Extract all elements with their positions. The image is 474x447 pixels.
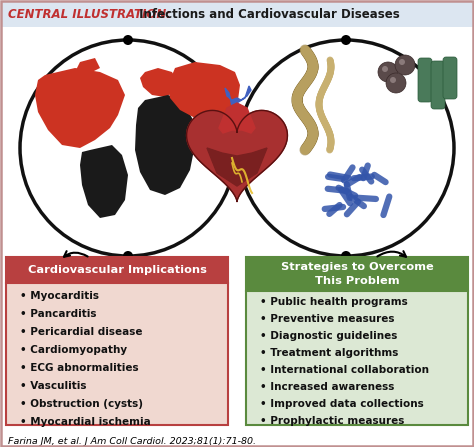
- FancyBboxPatch shape: [246, 257, 468, 291]
- Text: • International collaboration: • International collaboration: [260, 365, 429, 375]
- Polygon shape: [35, 68, 125, 148]
- Text: Cardiovascular Implications: Cardiovascular Implications: [27, 265, 207, 275]
- Text: • Treatment algorithms: • Treatment algorithms: [260, 348, 398, 358]
- Text: • Myocarditis: • Myocarditis: [20, 291, 99, 301]
- FancyBboxPatch shape: [431, 61, 445, 109]
- Polygon shape: [202, 143, 238, 172]
- FancyBboxPatch shape: [6, 257, 228, 283]
- Text: • Pancarditis: • Pancarditis: [20, 309, 97, 319]
- FancyBboxPatch shape: [246, 291, 468, 425]
- Circle shape: [382, 66, 388, 72]
- Text: • Pericardial disease: • Pericardial disease: [20, 327, 143, 337]
- Text: Farina JM, et al. J Am Coll Cardiol. 2023;81(1):71-80.: Farina JM, et al. J Am Coll Cardiol. 202…: [8, 437, 256, 446]
- Circle shape: [395, 55, 415, 75]
- Text: CENTRAL ILLUSTRATION:: CENTRAL ILLUSTRATION:: [8, 8, 171, 21]
- Text: • Improved data collections: • Improved data collections: [260, 399, 424, 409]
- FancyBboxPatch shape: [1, 1, 473, 27]
- Polygon shape: [187, 110, 287, 202]
- Text: • Increased awareness: • Increased awareness: [260, 382, 394, 392]
- Text: Strategies to Overcome
This Problem: Strategies to Overcome This Problem: [281, 262, 433, 286]
- Circle shape: [390, 77, 396, 83]
- Polygon shape: [225, 86, 251, 106]
- Text: Infections and Cardiovascular Diseases: Infections and Cardiovascular Diseases: [135, 8, 400, 21]
- Circle shape: [386, 73, 406, 93]
- Text: • Diagnostic guidelines: • Diagnostic guidelines: [260, 331, 397, 341]
- Circle shape: [123, 251, 133, 261]
- Circle shape: [123, 35, 133, 45]
- Text: • Myocardial ischemia: • Myocardial ischemia: [20, 417, 151, 427]
- Polygon shape: [168, 62, 240, 118]
- Text: • Prophylactic measures: • Prophylactic measures: [260, 416, 404, 426]
- Polygon shape: [140, 68, 178, 97]
- Circle shape: [238, 40, 454, 256]
- Circle shape: [341, 35, 351, 45]
- Text: • Cardiomyopathy: • Cardiomyopathy: [20, 345, 127, 355]
- Circle shape: [341, 251, 351, 261]
- Text: • Vasculitis: • Vasculitis: [20, 381, 86, 391]
- FancyBboxPatch shape: [418, 58, 432, 102]
- Polygon shape: [219, 103, 255, 133]
- Circle shape: [399, 59, 405, 65]
- Text: • Preventive measures: • Preventive measures: [260, 314, 394, 324]
- FancyBboxPatch shape: [6, 283, 228, 425]
- FancyBboxPatch shape: [443, 57, 457, 99]
- Text: • Public health programs: • Public health programs: [260, 297, 408, 307]
- Circle shape: [20, 40, 236, 256]
- Polygon shape: [207, 148, 267, 186]
- Polygon shape: [80, 145, 128, 218]
- Circle shape: [378, 62, 398, 82]
- Text: • ECG abnormalities: • ECG abnormalities: [20, 363, 138, 373]
- Polygon shape: [135, 95, 195, 195]
- Text: • Obstruction (cysts): • Obstruction (cysts): [20, 399, 143, 409]
- Polygon shape: [76, 58, 100, 74]
